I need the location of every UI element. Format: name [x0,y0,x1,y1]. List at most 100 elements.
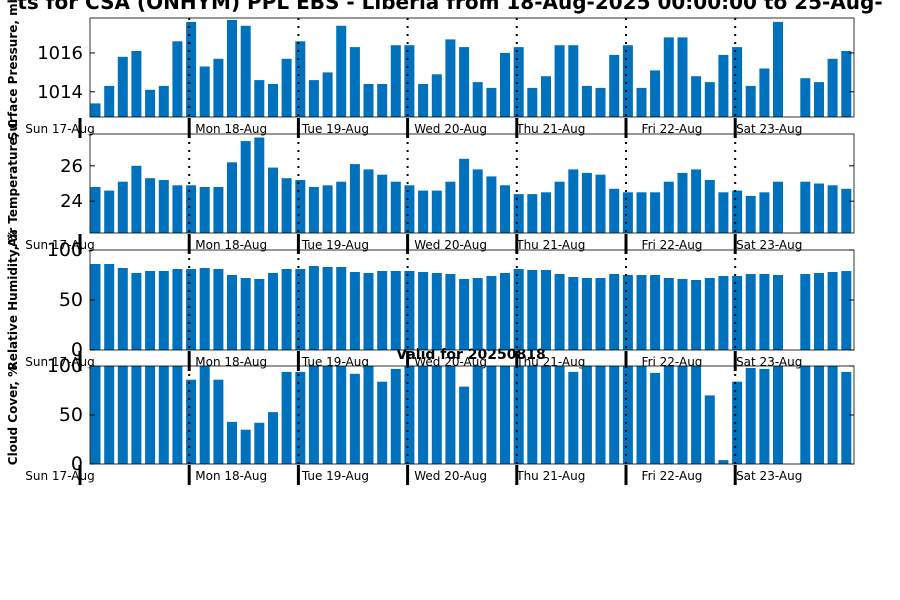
axes-frame [89,133,855,234]
data-bar [322,267,333,350]
data-bar [773,366,783,464]
data-bar [691,169,702,233]
data-bar [527,270,538,350]
data-bar [404,185,415,233]
data-bar [554,274,565,350]
data-bar [336,25,347,117]
day-label: Sun 17-Aug [25,355,94,369]
data-bar [541,76,551,117]
data-bar [459,279,470,350]
data-bar [390,181,401,233]
data-bar [418,366,429,464]
data-bar [459,47,470,117]
data-bar [213,269,224,350]
data-bar [827,58,838,117]
data-bar [677,366,688,464]
data-bar [500,366,510,464]
data-bar [363,273,374,350]
data-bar [745,274,756,350]
data-bar [431,74,442,117]
data-bar [117,56,128,117]
data-bar [104,264,115,350]
data-bar [240,141,251,233]
data-bar [691,280,702,350]
data-bar [568,277,579,350]
data-bar [663,37,674,117]
y-axis-label: Air Temperature, C [6,120,20,248]
data-bar [145,178,156,233]
data-bar [814,273,824,350]
data-bar [650,70,661,117]
data-bar [445,366,456,464]
data-bar [472,366,483,464]
day-label: Mon 18-Aug [195,355,267,369]
data-bar [254,422,265,464]
data-bar [691,76,702,117]
y-tick-label: 24 [60,191,83,212]
data-bar [199,187,210,233]
day-label: Sat 23-Aug [736,355,802,369]
data-bar [541,366,551,464]
data-bar [240,25,251,117]
data-bar [581,366,592,464]
data-bar [117,181,128,233]
data-bar [841,371,852,464]
day-label: Thu 21-Aug [515,238,585,252]
data-bar [459,386,470,464]
day-label: Wed 20-Aug [414,469,487,483]
day-label: Sun 17-Aug [25,469,94,483]
y-axis-label: Relative Humidity, % [6,230,20,371]
data-bar [759,274,770,350]
day-label: Sat 23-Aug [736,238,802,252]
data-bar [281,371,292,464]
y-tick-label: 50 [59,289,83,311]
y-tick-label: 100 [47,239,83,261]
data-bar [431,190,442,233]
data-bar [172,41,183,117]
data-bar [445,181,456,233]
data-bar [268,84,278,117]
data-bar [663,366,674,464]
day-label: Wed 20-Aug [414,238,487,252]
data-bar [718,460,729,464]
data-bar [227,19,237,117]
day-label: Fri 22-Aug [642,122,703,136]
data-bar [90,187,101,233]
data-bar [377,174,388,233]
data-bar [404,45,415,118]
data-bar [527,194,538,233]
data-bar [827,185,838,233]
data-bar [541,192,551,233]
data-bar [199,66,210,117]
data-bar [609,54,620,117]
chart-panel: 1014 1016 Surface Pressure, mb Sun 17-Aug Mo… [6,0,855,140]
data-bar [404,271,415,350]
data-bar [595,366,606,464]
data-bar [636,192,647,233]
data-bar [199,366,210,464]
figure-title: ts for CSA (ONHYM) PPL EBS - Liberia fro… [17,0,882,14]
data-bar [90,366,101,464]
data-bar [513,47,524,117]
day-label: Thu 21-Aug [515,355,585,369]
data-bar [814,183,824,233]
day-label: Sun 17-Aug [25,122,94,136]
data-bar [445,39,456,117]
day-label: Sun 17-Aug [25,238,94,252]
data-bar [541,270,551,350]
data-bar [759,192,770,233]
data-bar [472,82,483,117]
day-label: Fri 22-Aug [642,238,703,252]
data-bar [677,172,688,233]
data-bar [349,272,360,350]
data-bar [718,54,729,117]
data-bar [527,87,538,117]
data-bar [186,379,197,464]
data-bar [322,72,333,117]
day-label: Wed 20-Aug [414,355,487,369]
day-label: Fri 22-Aug [642,355,703,369]
data-bar [227,162,237,233]
